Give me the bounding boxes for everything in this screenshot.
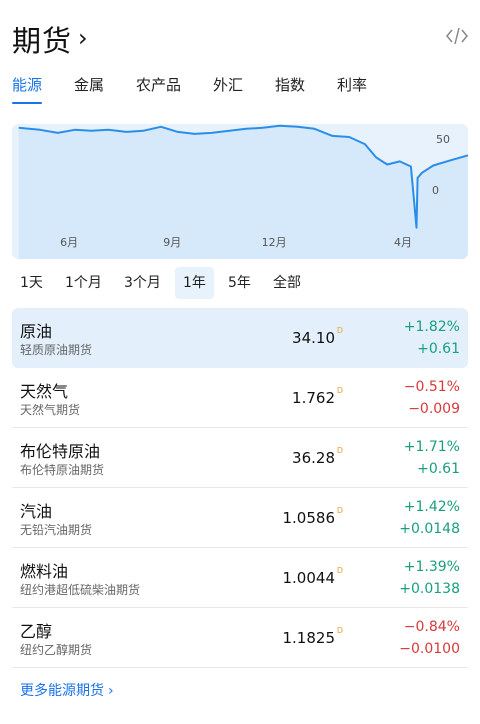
y-tick-label: 0 <box>432 184 439 197</box>
row-subtitle: 布伦特原油期货 <box>20 463 105 477</box>
row-change: +0.0138 <box>399 581 460 597</box>
row-percent-change: +1.42% <box>403 499 460 515</box>
chart-line <box>18 124 468 229</box>
futures-row-crude-oil[interactable]: 原油 轻质原油期货 34.10 D +1.82% +0.61 <box>12 308 468 368</box>
range-all[interactable]: 全部 <box>273 275 301 291</box>
chart-area <box>18 125 468 259</box>
range-3m[interactable]: 3个月 <box>124 275 161 291</box>
price-chart-svg: 6月 9月 12月 4月 50 0 <box>18 124 468 259</box>
delayed-badge: D <box>336 446 343 455</box>
delayed-badge: D <box>336 506 343 515</box>
row-price: 1.762 <box>292 389 335 407</box>
range-5y[interactable]: 5年 <box>228 275 251 291</box>
x-tick-label: 9月 <box>163 236 181 249</box>
x-tick-label: 12月 <box>262 236 287 249</box>
row-percent-change: −0.51% <box>403 379 460 395</box>
code-icon[interactable] <box>446 26 468 46</box>
tab-forex[interactable]: 外汇 <box>213 76 244 94</box>
delayed-badge: D <box>336 626 343 635</box>
row-name: 天然气 <box>20 382 69 401</box>
chevron-right-icon: › <box>108 683 114 699</box>
row-change: +0.61 <box>417 341 460 357</box>
futures-row-brent[interactable]: 布伦特原油 布伦特原油期货 36.28 D +1.71% +0.61 <box>12 428 468 488</box>
row-change: +0.61 <box>417 461 460 477</box>
futures-row-natural-gas[interactable]: 天然气 天然气期货 1.762 D −0.51% −0.009 <box>12 368 468 428</box>
delayed-badge: D <box>336 386 343 395</box>
row-price: 34.10 <box>292 329 335 347</box>
row-subtitle: 天然气期货 <box>20 403 81 417</box>
range-1m[interactable]: 1个月 <box>65 275 102 291</box>
row-subtitle: 无铅汽油期货 <box>20 523 93 537</box>
tab-energy[interactable]: 能源 <box>12 74 43 104</box>
price-chart[interactable]: 6月 9月 12月 4月 50 0 <box>12 124 468 259</box>
row-subtitle: 轻质原油期货 <box>20 343 93 357</box>
delayed-badge: D <box>336 566 343 575</box>
tab-indices[interactable]: 指数 <box>275 76 306 94</box>
tab-rates[interactable]: 利率 <box>337 76 368 94</box>
futures-row-ethanol[interactable]: 乙醇 纽约乙醇期货 1.1825 D −0.84% −0.0100 <box>12 608 468 668</box>
row-change: −0.0100 <box>399 641 460 657</box>
row-percent-change: +1.82% <box>403 319 460 335</box>
more-link-label: 更多能源期货 <box>20 683 104 699</box>
row-price: 1.1825 <box>282 629 336 647</box>
futures-row-gasoline[interactable]: 汽油 无铅汽油期货 1.0586 D +1.42% +0.0148 <box>12 488 468 548</box>
row-name: 乙醇 <box>20 622 53 641</box>
tab-metals[interactable]: 金属 <box>74 76 105 94</box>
tab-agriculture[interactable]: 农产品 <box>136 76 182 94</box>
range-1d[interactable]: 1天 <box>20 275 43 291</box>
category-tabs: 能源 金属 农产品 外汇 指数 利率 <box>12 74 472 104</box>
row-name: 布伦特原油 <box>20 442 101 461</box>
row-name: 汽油 <box>20 502 53 521</box>
page-title[interactable]: 期货 <box>12 24 73 58</box>
time-range-selector: 1天 1个月 3个月 1年 5年 全部 <box>12 267 472 299</box>
futures-row-heating-oil[interactable]: 燃料油 纽约港超低硫柴油期货 1.0044 D +1.39% +0.0138 <box>12 548 468 608</box>
row-price: 1.0586 <box>282 509 336 527</box>
range-1y[interactable]: 1年 <box>175 267 214 299</box>
row-name: 燃料油 <box>20 562 69 581</box>
row-subtitle: 纽约乙醇期货 <box>20 643 93 657</box>
x-tick-label: 4月 <box>394 236 412 249</box>
header: 期货 › <box>12 18 468 58</box>
y-tick-label: 50 <box>436 133 450 146</box>
row-percent-change: −0.84% <box>403 619 460 635</box>
row-change: +0.0148 <box>399 521 460 537</box>
row-price: 1.0044 <box>282 569 336 587</box>
row-price: 36.28 <box>292 449 335 467</box>
chevron-right-icon[interactable]: › <box>78 24 88 52</box>
row-subtitle: 纽约港超低硫柴油期货 <box>20 583 141 597</box>
row-name: 原油 <box>20 322 53 341</box>
futures-list: 原油 轻质原油期货 34.10 D +1.82% +0.61 天然气 天然气期货… <box>12 308 468 668</box>
row-percent-change: +1.39% <box>403 559 460 575</box>
x-tick-label: 6月 <box>60 236 78 249</box>
row-change: −0.009 <box>408 401 460 417</box>
more-energy-futures-link[interactable]: 更多能源期货 › <box>20 680 114 700</box>
delayed-badge: D <box>336 326 343 335</box>
row-percent-change: +1.71% <box>403 439 460 455</box>
